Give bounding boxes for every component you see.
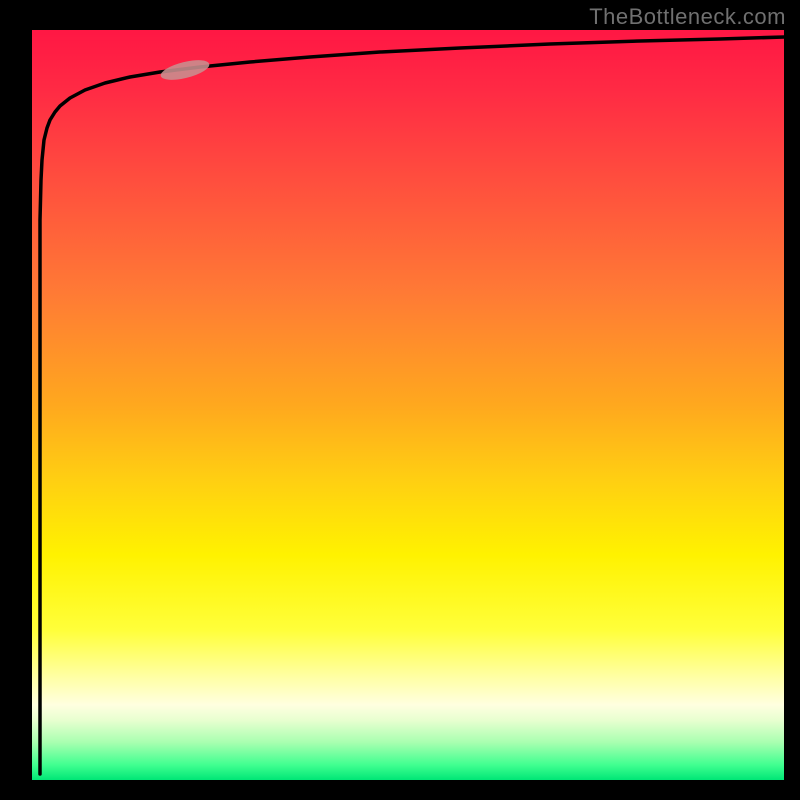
curve-marker bbox=[159, 56, 211, 84]
plot-overlay bbox=[0, 0, 800, 800]
watermark-text: TheBottleneck.com bbox=[589, 4, 786, 30]
bottleneck-curve bbox=[40, 37, 784, 774]
